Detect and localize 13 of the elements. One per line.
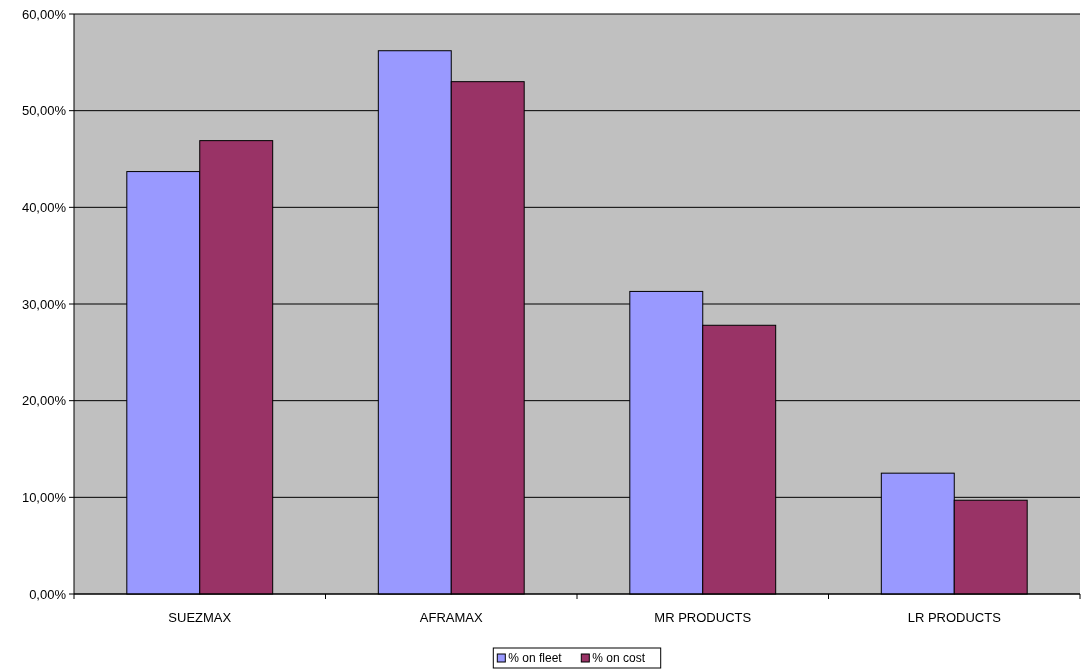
x-tick-label: MR PRODUCTS — [654, 610, 752, 625]
y-tick-label: 20,00% — [21, 393, 67, 409]
y-tick-label: 0,00% — [29, 586, 67, 602]
y-tick-label: 30,00% — [21, 296, 67, 312]
y-tick-label: 60,00% — [21, 6, 67, 22]
y-tick-label: 40,00% — [21, 199, 67, 215]
y-tick-label: 50,00% — [21, 103, 67, 119]
x-tick-label: SUEZMAX — [168, 610, 232, 625]
x-tick-label: LR PRODUCTS — [907, 610, 1002, 625]
legend-label: % on fleet — [508, 651, 563, 666]
legend-label: % on cost — [592, 651, 646, 666]
y-tick-label: 10,00% — [21, 489, 67, 505]
x-tick-label: AFRAMAX — [419, 610, 483, 625]
